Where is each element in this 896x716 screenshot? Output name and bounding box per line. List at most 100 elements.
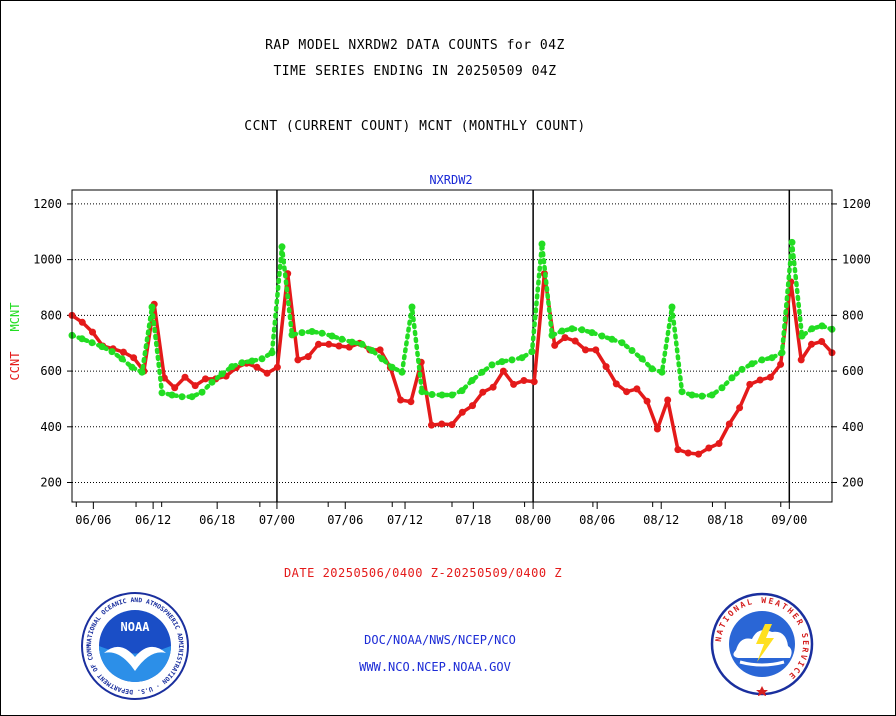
data-point-mcnt [98, 343, 106, 351]
data-point-mcnt [248, 357, 256, 365]
data-point-mcnt [348, 338, 356, 346]
data-point-ccnt [653, 425, 661, 433]
x-tick-label: 07/06 [327, 513, 363, 527]
data-point-mcnt [698, 392, 706, 400]
y-tick-label-left: 600 [40, 364, 62, 378]
data-point-ccnt [325, 340, 333, 348]
data-point-mcnt [168, 391, 176, 399]
x-tick-label: 08/06 [579, 513, 615, 527]
data-point-mcnt [638, 355, 646, 363]
data-point-mcnt [678, 388, 686, 396]
data-point-mcnt [628, 347, 636, 354]
data-point-mcnt [258, 355, 266, 363]
data-point-ccnt [294, 356, 302, 364]
data-point-ccnt [397, 396, 405, 404]
data-point-mcnt [798, 332, 806, 340]
data-point-mcnt [508, 356, 516, 364]
data-point-ccnt [715, 440, 723, 447]
data-point-mcnt [188, 393, 196, 401]
y-axis-label-ccnt: CCNT [8, 352, 22, 381]
data-point-mcnt [408, 303, 416, 311]
x-tick-label: 08/18 [707, 513, 743, 527]
data-point-mcnt [568, 325, 576, 333]
y-tick-label-right: 200 [842, 476, 864, 490]
doc-noaa-link[interactable]: DOC/NOAA/NWS/NCEP/NCO [364, 633, 516, 647]
data-point-mcnt [658, 368, 666, 376]
data-point-ccnt [643, 397, 651, 405]
data-point-ccnt [263, 369, 271, 377]
data-point-ccnt [428, 421, 435, 429]
data-point-ccnt [376, 346, 384, 354]
data-point-mcnt [648, 365, 656, 373]
data-point-mcnt [428, 391, 436, 398]
data-point-mcnt [778, 349, 786, 357]
data-point-mcnt [718, 384, 726, 392]
x-tick-label: 06/12 [135, 513, 171, 527]
data-point-mcnt [378, 355, 386, 363]
data-point-ccnt [469, 402, 476, 410]
data-point-ccnt [489, 383, 497, 391]
data-point-ccnt [253, 363, 261, 371]
data-point-mcnt [588, 329, 596, 337]
y-tick-label-right: 400 [842, 420, 864, 434]
data-point-ccnt [448, 421, 456, 429]
data-point-ccnt [612, 380, 620, 388]
x-tick-label: 07/18 [455, 513, 491, 527]
data-point-mcnt [618, 339, 626, 347]
data-point-mcnt [298, 329, 306, 337]
data-point-ccnt [304, 353, 312, 361]
data-point-mcnt [108, 348, 116, 356]
data-point-mcnt [458, 387, 466, 395]
data-point-mcnt [538, 240, 546, 248]
data-point-mcnt [808, 325, 816, 333]
data-point-mcnt [88, 339, 96, 347]
data-point-mcnt [398, 368, 406, 376]
data-point-ccnt [797, 356, 805, 364]
data-point-ccnt [592, 346, 600, 354]
data-point-mcnt [328, 332, 336, 340]
data-point-ccnt [315, 340, 322, 348]
data-point-mcnt [198, 388, 206, 396]
data-point-mcnt [438, 391, 446, 399]
data-point-mcnt [728, 374, 736, 382]
data-point-mcnt [558, 327, 566, 335]
y-tick-label-right: 1200 [842, 197, 871, 211]
data-point-mcnt [768, 354, 776, 362]
data-point-ccnt [119, 348, 127, 356]
y-tick-label-right: 600 [842, 364, 864, 378]
data-point-mcnt [218, 370, 226, 378]
data-point-ccnt [582, 346, 589, 354]
data-point-mcnt [368, 347, 376, 354]
x-tick-label: 07/12 [387, 513, 423, 527]
data-point-ccnt [695, 450, 702, 458]
nco-website-link[interactable]: WWW.NCO.NCEP.NOAA.GOV [359, 660, 511, 674]
data-point-mcnt [148, 303, 156, 311]
data-point-ccnt [623, 388, 631, 396]
data-point-mcnt [268, 349, 276, 357]
data-point-mcnt [478, 368, 486, 376]
data-point-mcnt [208, 378, 216, 386]
data-point-mcnt [518, 354, 526, 362]
noaa-logo-text: NOAA [121, 620, 151, 634]
data-point-ccnt [756, 376, 764, 384]
x-tick-label: 07/00 [259, 513, 295, 527]
data-point-mcnt [178, 393, 186, 401]
data-point-mcnt [668, 303, 676, 311]
data-point-ccnt [78, 318, 86, 326]
plot-title: NXRDW2 [429, 173, 472, 187]
data-point-mcnt [688, 391, 696, 399]
data-point-ccnt [571, 337, 579, 345]
noaa-logo: NATIONAL OCEANIC AND ATMOSPHERIC ADMINIS… [80, 591, 189, 700]
data-point-ccnt [273, 363, 281, 371]
plot-area [71, 189, 833, 503]
x-tick-label: 08/12 [643, 513, 679, 527]
x-tick-label: 06/06 [75, 513, 111, 527]
data-point-ccnt [181, 373, 189, 381]
data-point-ccnt [551, 341, 559, 349]
date-range-label: DATE 20250506/0400 Z-20250509/0400 Z [283, 566, 563, 580]
data-point-ccnt [664, 396, 672, 404]
data-point-mcnt [738, 365, 746, 373]
data-point-mcnt [278, 243, 286, 251]
chart-title-line-1: RAP MODEL NXRDW2 DATA COUNTS for 04Z [265, 38, 565, 53]
data-point-mcnt [788, 238, 796, 246]
